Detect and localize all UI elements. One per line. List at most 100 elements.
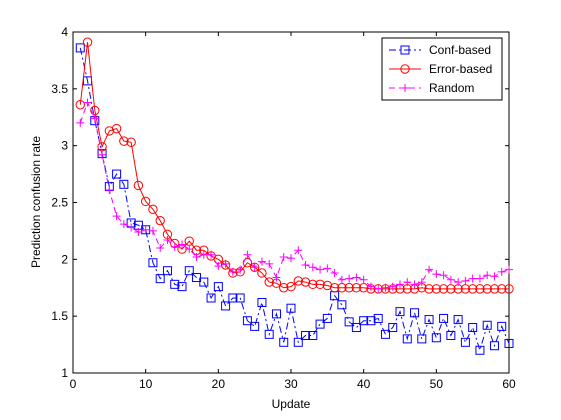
data-point (366, 316, 376, 326)
data-point (482, 284, 492, 294)
series-line (79, 47, 510, 352)
data-point (206, 293, 216, 303)
data-point (381, 283, 390, 292)
data-point (192, 253, 201, 262)
data-point (322, 313, 332, 323)
data-point (446, 275, 455, 284)
data-point (497, 321, 507, 331)
data-point (141, 225, 150, 234)
data-point (308, 330, 318, 340)
data-point (410, 308, 420, 318)
data-point (330, 268, 339, 277)
data-point (461, 276, 470, 285)
data-point (192, 273, 202, 283)
y-tick-label: 2.5 (51, 196, 68, 210)
data-point (119, 220, 128, 229)
data-point (388, 282, 397, 291)
data-point (300, 277, 311, 287)
data-point (207, 250, 216, 259)
data-point (497, 284, 507, 294)
data-point (425, 265, 434, 274)
data-point (111, 123, 122, 134)
data-point (148, 204, 158, 215)
data-point (75, 100, 85, 110)
data-point (221, 259, 230, 268)
data-point (308, 279, 318, 290)
data-point (271, 309, 281, 319)
data-point (329, 283, 340, 293)
data-point (199, 250, 208, 259)
data-point (489, 341, 499, 351)
data-point (170, 242, 179, 251)
legend: Conf-based Error-based Random (381, 37, 503, 101)
data-point (366, 282, 375, 291)
series-layer (75, 37, 514, 355)
data-point (236, 265, 245, 274)
data-point (242, 316, 252, 326)
data-point (388, 323, 398, 333)
data-point (82, 37, 93, 47)
x-tick-label: 50 (430, 377, 444, 391)
data-point (162, 266, 172, 276)
x-tick-label: 0 (70, 377, 77, 391)
data-point (424, 284, 434, 294)
data-point (315, 279, 325, 290)
data-point (90, 114, 99, 123)
data-point (104, 126, 115, 136)
data-point (402, 334, 412, 344)
series-error-based (75, 37, 514, 294)
data-point (235, 293, 245, 303)
data-point (467, 284, 478, 294)
data-point (163, 236, 172, 245)
data-point (257, 257, 266, 266)
data-point (431, 333, 441, 343)
y-axis: 1 1.5 2 2.5 3 3.5 4 (51, 25, 509, 380)
y-tick-label: 1.5 (51, 309, 68, 323)
legend-label: Conf-based (429, 43, 491, 57)
data-point (279, 337, 289, 347)
data-point (345, 274, 354, 283)
data-point (287, 254, 295, 263)
data-point (396, 280, 404, 289)
data-point (322, 280, 333, 291)
data-point (112, 212, 121, 221)
data-point (286, 303, 296, 313)
data-point (475, 284, 485, 294)
data-point (127, 223, 136, 232)
data-point (359, 316, 369, 326)
data-point (351, 283, 362, 293)
data-point (439, 313, 449, 323)
x-tick-label: 60 (502, 377, 516, 391)
data-point (75, 43, 85, 53)
data-point (228, 267, 237, 276)
data-point (133, 180, 144, 191)
data-point (294, 246, 303, 255)
data-point (403, 278, 412, 287)
data-point (301, 261, 310, 270)
data-point (265, 259, 274, 268)
data-point (213, 282, 223, 292)
legend-marker (401, 84, 409, 92)
data-point (352, 273, 361, 282)
data-point (482, 320, 492, 330)
data-point (316, 265, 325, 274)
data-point (119, 179, 129, 189)
data-point (468, 274, 477, 283)
data-point (301, 330, 311, 340)
data-point (293, 276, 303, 286)
data-point (417, 278, 426, 287)
data-point (432, 270, 441, 279)
data-point (438, 284, 449, 294)
data-point (214, 262, 223, 271)
data-point (184, 266, 194, 276)
data-point (344, 283, 354, 293)
data-point (250, 321, 260, 331)
data-point (380, 329, 390, 339)
data-point (257, 298, 267, 308)
data-point (410, 280, 419, 289)
data-point (243, 250, 252, 259)
data-point (504, 338, 514, 348)
data-point (483, 271, 492, 280)
data-point (308, 263, 317, 272)
